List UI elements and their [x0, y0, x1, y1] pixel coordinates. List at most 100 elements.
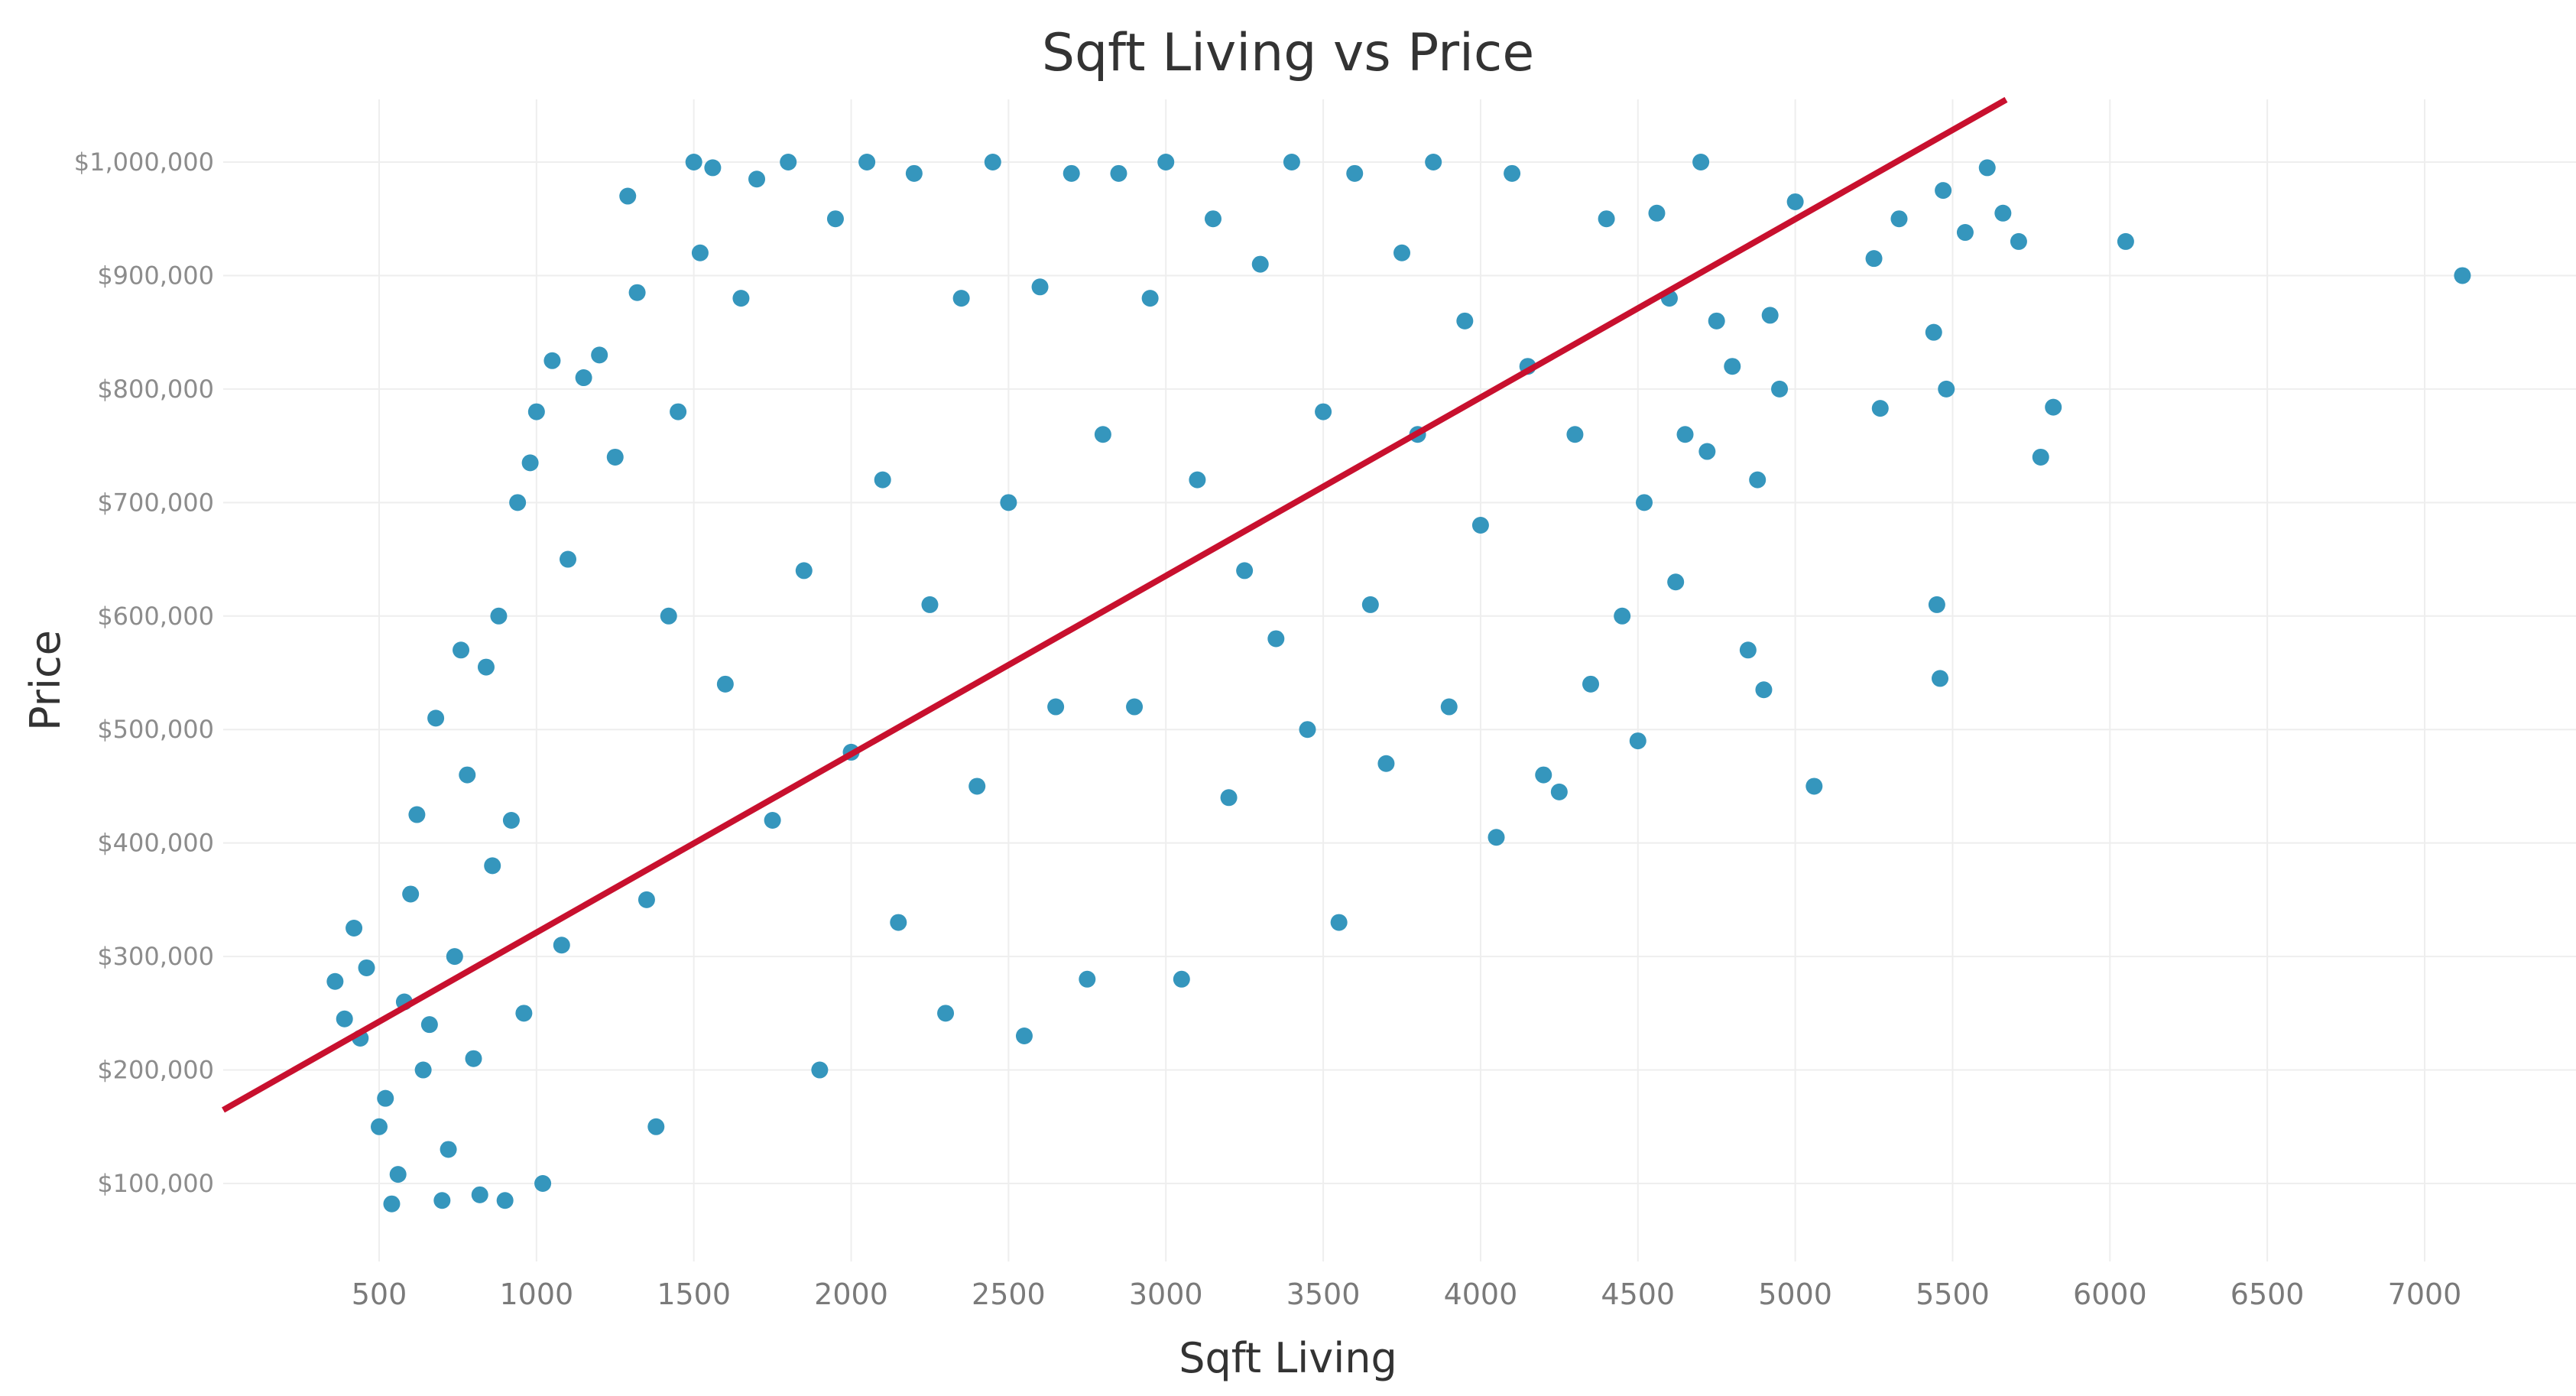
- data-point: [2117, 232, 2134, 250]
- data-point: [1330, 914, 1348, 931]
- chart-title: Sqft Living vs Price: [1042, 23, 1534, 83]
- data-point: [1047, 698, 1065, 716]
- data-point: [1361, 596, 1379, 613]
- data-point: [534, 1175, 552, 1192]
- data-point: [1315, 403, 1332, 420]
- data-point: [1535, 766, 1552, 784]
- data-point: [780, 154, 797, 170]
- x-tick-label: 5500: [1916, 1278, 1990, 1311]
- data-point: [638, 891, 655, 908]
- data-point: [1749, 471, 1767, 489]
- data-point: [1566, 426, 1584, 443]
- data-point: [1931, 670, 1948, 687]
- data-point: [358, 959, 375, 976]
- data-point: [647, 1118, 665, 1135]
- data-point: [905, 164, 923, 182]
- y-tick-label: $1,000,000: [74, 148, 214, 177]
- data-point: [389, 1166, 407, 1183]
- y-axis-label: Price: [21, 630, 70, 731]
- data-point: [1761, 307, 1779, 324]
- data-point: [2032, 448, 2049, 466]
- y-axis-ticks: $100,000 $200,000 $300,000 $400,000 $500,000…: [74, 148, 214, 1198]
- data-point: [1956, 224, 1974, 242]
- trend-layer: [222, 96, 2008, 1113]
- y-tick-label: $500,000: [97, 715, 214, 744]
- data-point: [1598, 210, 1615, 228]
- x-axis-label: Sqft Living: [1179, 1334, 1397, 1382]
- data-point: [1978, 159, 1996, 177]
- data-point: [553, 937, 570, 954]
- x-tick-label: 5000: [1758, 1278, 1832, 1311]
- data-point: [795, 562, 813, 580]
- data-point: [670, 403, 687, 420]
- data-point: [377, 1089, 394, 1107]
- x-tick-label: 3500: [1286, 1278, 1361, 1311]
- x-tick-label: 4500: [1601, 1278, 1675, 1311]
- data-point: [543, 352, 561, 369]
- data-point: [371, 1118, 388, 1135]
- data-point: [336, 1010, 353, 1028]
- data-point: [496, 1192, 514, 1209]
- data-point: [1141, 290, 1159, 307]
- data-point: [1771, 380, 1789, 398]
- data-point: [1667, 573, 1685, 591]
- data-point: [1755, 681, 1773, 699]
- data-point: [1015, 1028, 1033, 1045]
- data-point: [1079, 970, 1096, 988]
- x-tick-label: 4000: [1444, 1278, 1518, 1311]
- data-point: [606, 448, 624, 466]
- y-tick-label: $200,000: [97, 1056, 214, 1085]
- data-point: [1614, 607, 1631, 625]
- y-tick-label: $600,000: [97, 602, 214, 631]
- data-point: [509, 494, 527, 511]
- data-point: [660, 607, 677, 625]
- data-point: [1425, 154, 1442, 170]
- data-point: [1636, 494, 1653, 511]
- data-point: [1925, 323, 1942, 341]
- data-point: [1935, 182, 1952, 200]
- data-point: [1204, 210, 1221, 228]
- data-point: [1299, 721, 1316, 739]
- data-point: [2045, 398, 2062, 416]
- data-point: [811, 1061, 829, 1079]
- data-point: [921, 596, 939, 613]
- data-point: [1157, 154, 1175, 170]
- data-point: [1189, 471, 1206, 489]
- data-point: [477, 658, 495, 676]
- y-tick-label: $100,000: [97, 1169, 214, 1198]
- data-point: [1865, 250, 1883, 268]
- x-tick-label: 3000: [1129, 1278, 1203, 1311]
- data-point: [484, 857, 501, 875]
- data-point: [1000, 494, 1017, 511]
- data-point: [527, 403, 545, 420]
- x-tick-label: 2000: [814, 1278, 888, 1311]
- x-tick-label: 2500: [972, 1278, 1046, 1311]
- data-point: [383, 1195, 401, 1213]
- data-point: [716, 675, 734, 693]
- points-layer: [326, 154, 2471, 1213]
- data-point: [346, 920, 363, 937]
- data-point: [591, 346, 608, 364]
- data-point: [619, 187, 637, 205]
- data-point: [1440, 698, 1458, 716]
- data-point: [326, 972, 344, 990]
- x-tick-label: 1500: [657, 1278, 731, 1311]
- data-point: [1648, 204, 1666, 222]
- data-point: [1676, 426, 1694, 443]
- data-point: [427, 709, 445, 727]
- data-point: [515, 1005, 533, 1022]
- data-point: [433, 1192, 451, 1209]
- y-tick-label: $300,000: [97, 942, 214, 971]
- data-point: [685, 154, 702, 170]
- grid-layer: [223, 99, 2576, 1261]
- data-point: [874, 471, 891, 489]
- y-tick-label: $400,000: [97, 829, 214, 858]
- data-point: [465, 1050, 482, 1067]
- data-point: [628, 284, 646, 301]
- data-point: [502, 811, 520, 829]
- y-tick-label: $900,000: [97, 261, 214, 290]
- data-point: [440, 1141, 457, 1158]
- data-point: [1928, 596, 1945, 613]
- data-point: [446, 948, 463, 966]
